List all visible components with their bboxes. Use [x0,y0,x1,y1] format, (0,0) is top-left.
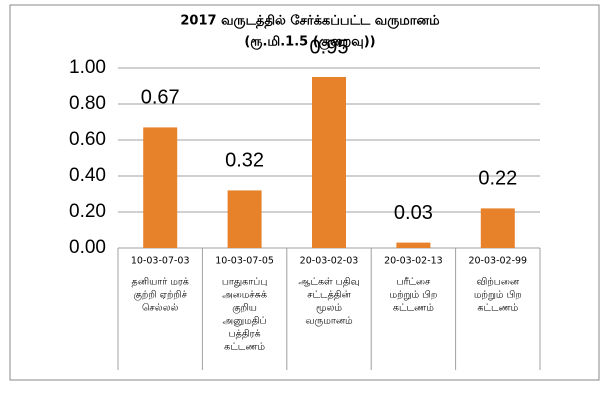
x-tick-label: அமைச்சுக் [222,290,267,301]
x-tick-label: சட்டத்தின் [307,290,351,301]
x-tick-label: அனுமதிப் [223,316,267,327]
bar [143,127,178,248]
x-tick-label: கட்டணம் [477,303,518,314]
y-tick-label: 0.00 [69,237,106,258]
bar [396,242,431,248]
bar [312,77,346,248]
y-tick-label: 0.80 [69,93,106,114]
x-tick-label: 10-03-07-05 [215,256,274,267]
x-tick-label: 20-03-02-99 [468,256,527,267]
x-tick-label: பரீட்சை [397,277,432,288]
data-label: 0.32 [225,150,264,172]
x-tick-label: கட்டணம் [393,303,434,314]
bar [480,208,515,248]
data-label: 0.22 [478,168,517,190]
x-tick-label: தனியார் மரக் [132,277,189,288]
chart-title: 2017 வருடத்தில் சேர்க்கப்பட்ட வருமானம் [180,14,440,29]
data-label: 0.67 [141,87,180,109]
x-tick-label: 10-03-07-03 [131,256,190,267]
x-tick-label: குறிய [232,303,257,315]
x-tick-label: வருமானம் [305,316,353,327]
x-tick-label: விற்பனை [477,277,520,288]
y-tick-label: 1.00 [69,57,106,78]
x-tick-label: பாதுகாப்பு [222,277,267,288]
x-tick-label: 20-03-02-03 [300,256,359,267]
y-tick-label: 0.20 [69,201,106,222]
x-tick-label: ஆட்கள் பதிவு [298,277,359,288]
data-label: 0.95 [310,36,349,58]
bar [227,190,262,248]
x-tick-label: 20-03-02-13 [384,256,443,267]
chart-subtitle: (ரூ.மி.1.5 (குறைவு)) [244,35,375,50]
x-tick-label: பத்திரக் [229,329,261,340]
x-tick-label: குற்றி ஏற்றிச் [134,290,188,302]
data-label: 0.03 [394,202,433,224]
x-tick-label: கட்டணம் [224,342,265,353]
x-tick-label: மற்றும் பிற [389,290,437,301]
x-tick-label: மற்றும் பிற [474,290,522,301]
y-tick-label: 0.40 [69,165,106,186]
x-tick-label: செல்லல் [142,303,178,314]
y-tick-label: 0.60 [69,129,106,150]
x-tick-label: மூலம் [316,303,342,314]
